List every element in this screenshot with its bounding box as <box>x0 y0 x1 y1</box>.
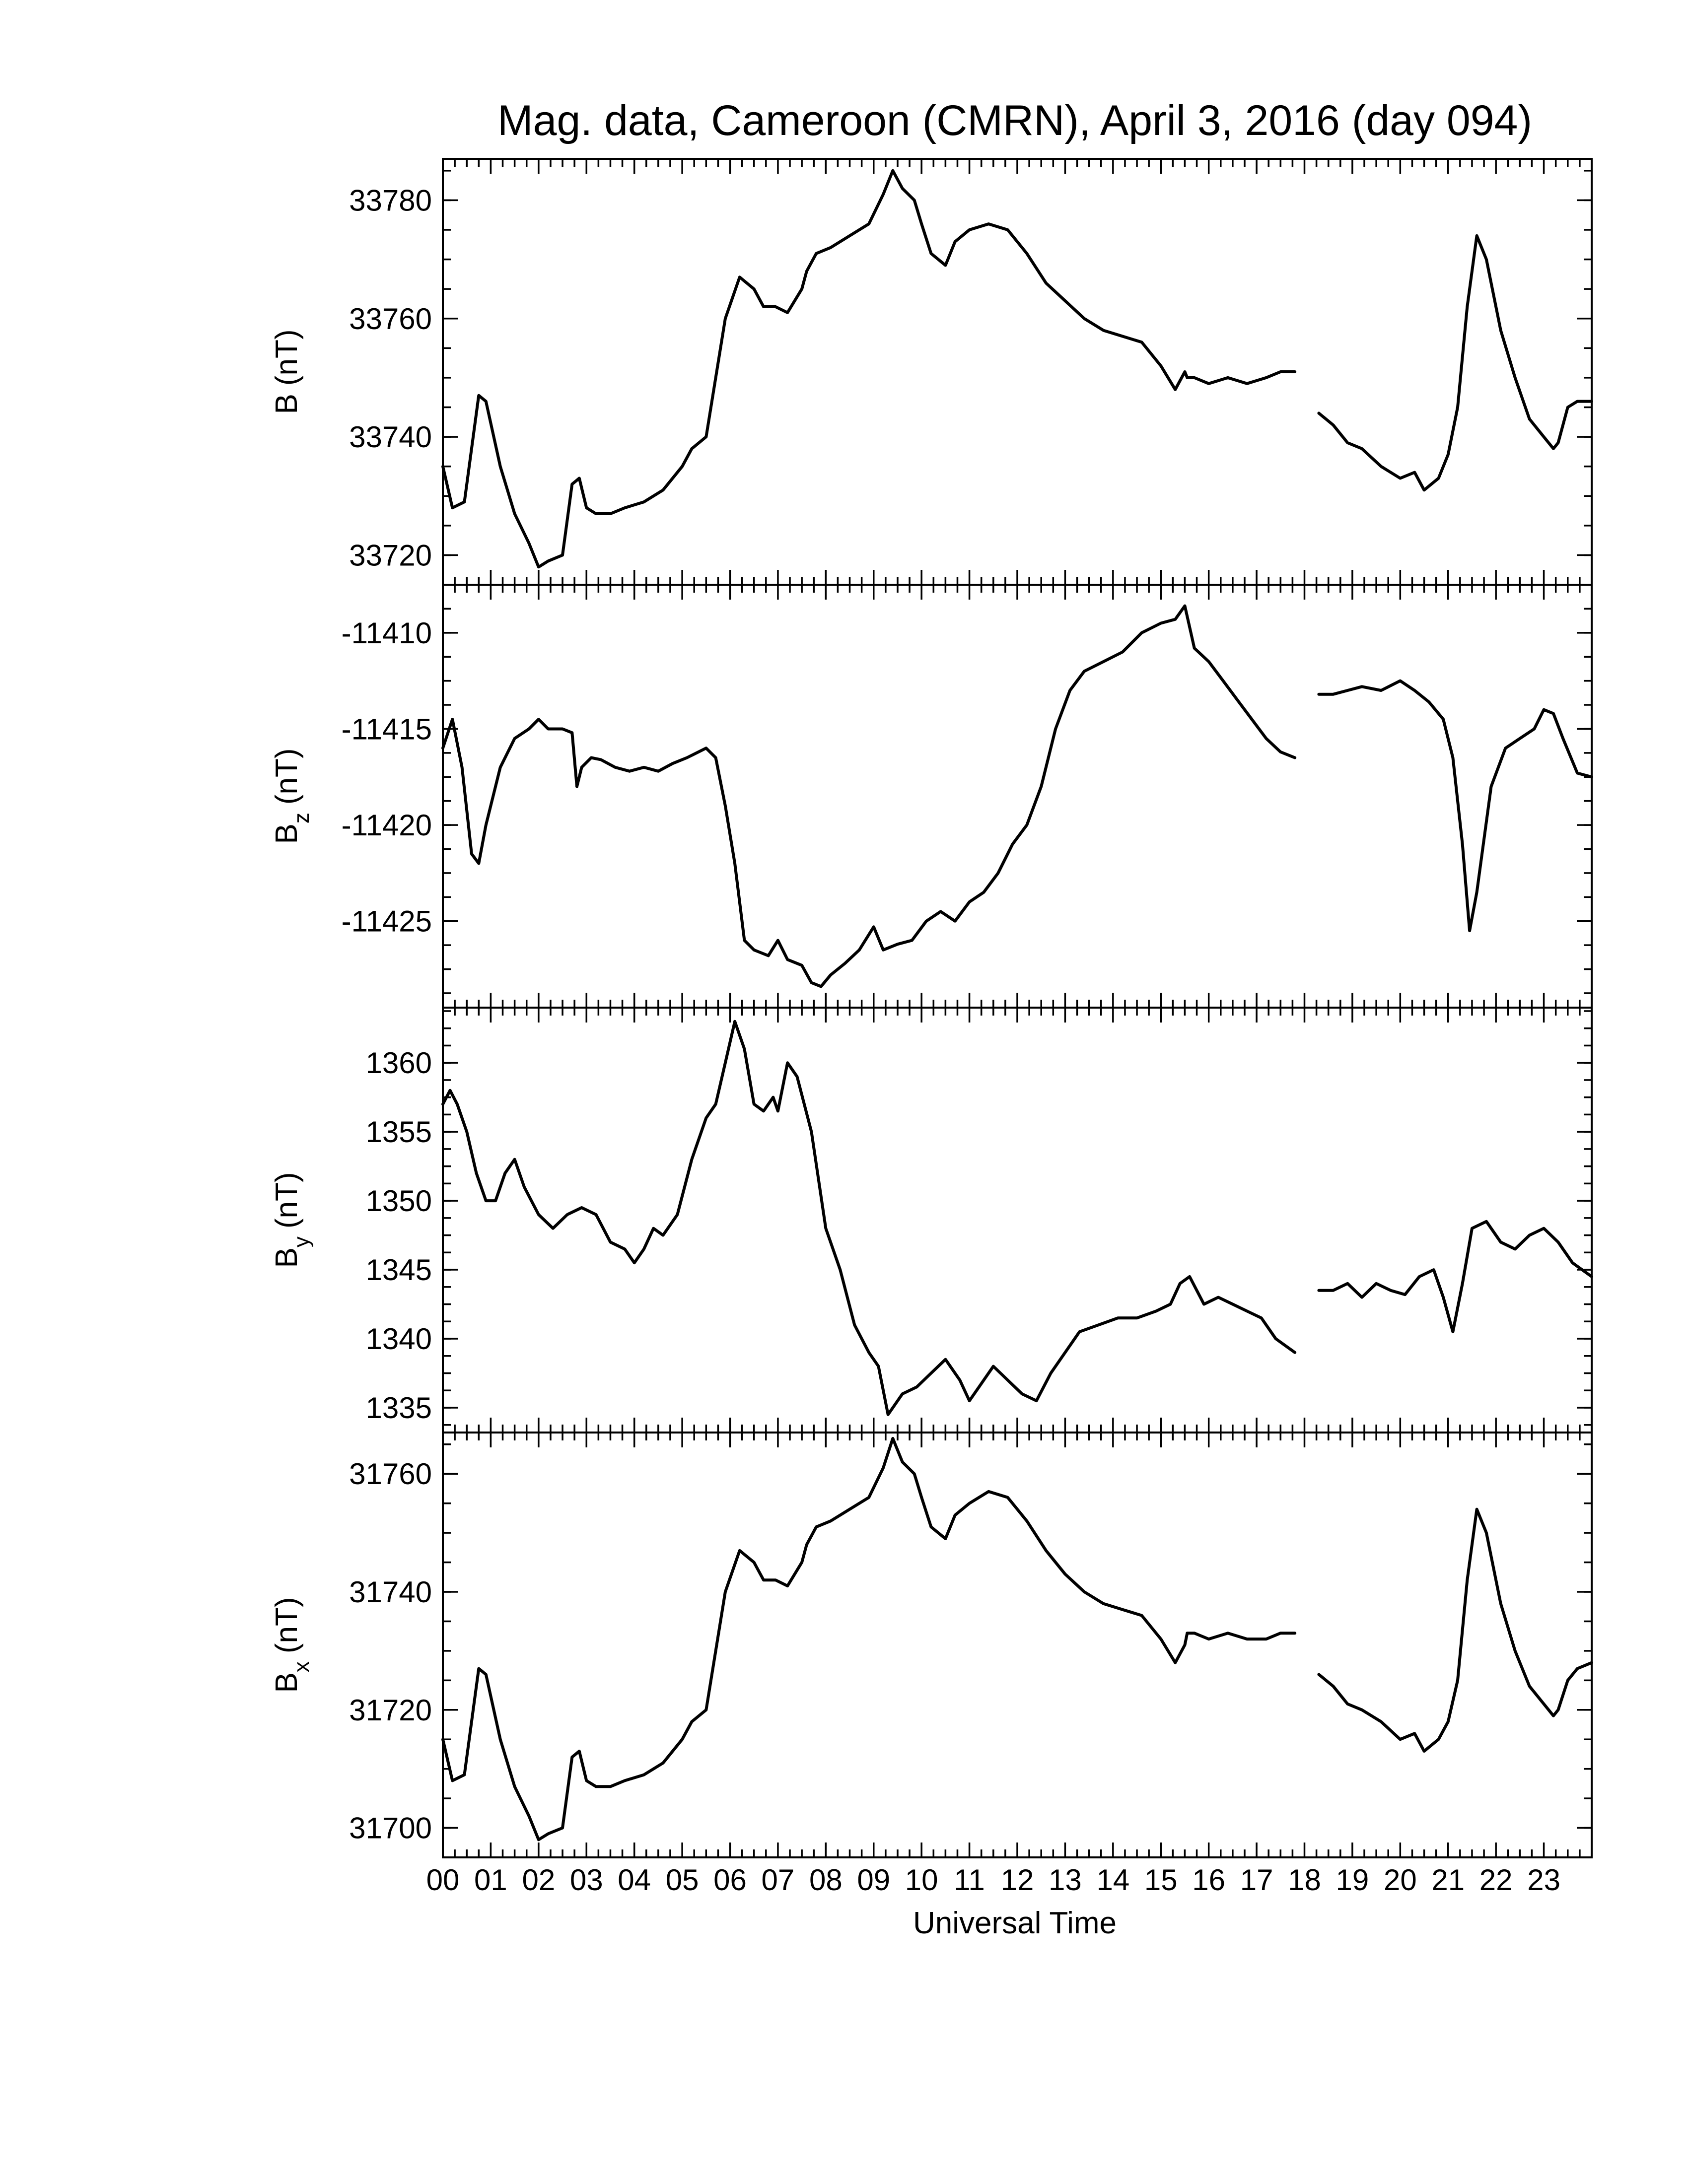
y-axis-label-symbol: B <box>270 1247 304 1268</box>
y-tick-label: 33760 <box>349 302 432 336</box>
y-tick-label: -11415 <box>342 712 432 746</box>
panel-frame <box>442 1432 1593 1858</box>
y-tick-label: 1355 <box>366 1115 432 1149</box>
x-tick-label: 13 <box>1049 1863 1082 1897</box>
x-tick-label: 11 <box>954 1863 985 1897</box>
panel-B: 33720 33740 33760 33780 B (nT) <box>270 158 1593 586</box>
y-tick-label: 1335 <box>366 1391 432 1425</box>
y-axis-label-subscript: z <box>289 813 314 823</box>
y-axis-label-symbol: B <box>270 823 304 844</box>
x-tick-label: 20 <box>1384 1863 1417 1897</box>
y-tick-label: 1360 <box>366 1046 432 1080</box>
y-tick-label: 31720 <box>349 1694 432 1727</box>
y-tick-label: 33780 <box>349 184 432 217</box>
y-axis-label-unit: (nT) <box>270 1172 304 1228</box>
x-axis-label: Universal Time <box>913 1906 1117 1940</box>
y-tick-label: 1350 <box>366 1184 432 1218</box>
y-tick-label: -11420 <box>342 809 432 842</box>
x-tick-label: 16 <box>1192 1863 1225 1897</box>
panel-frame <box>442 1007 1593 1433</box>
x-tick-label: 03 <box>570 1863 603 1897</box>
x-axis-tick-labels: 00 01 02 03 04 05 06 07 08 09 10 11 12 13 14 15 16 17 18 19… <box>426 1863 1560 1897</box>
x-tick-label: 00 <box>426 1863 460 1897</box>
x-tick-label: 19 <box>1336 1863 1369 1897</box>
chart-title: Mag. data, Cameroon (CMRN), April 3, 201… <box>497 97 1532 144</box>
series-line-B <box>441 169 1593 569</box>
y-axis-label-subscript: x <box>289 1661 314 1672</box>
y-axis-label: By (nT) <box>270 1172 314 1268</box>
panels: 33720337403376033780B(nT)-11410-11415-11… <box>270 158 1593 1858</box>
x-tick-label: 22 <box>1479 1863 1513 1897</box>
y-axis-label-subscript: y <box>289 1236 314 1247</box>
panel-frame <box>442 158 1593 586</box>
y-tick-label: -11410 <box>342 616 432 650</box>
x-tick-label: 12 <box>1001 1863 1034 1897</box>
x-tick-label: 06 <box>713 1863 747 1897</box>
y-axis-label: B (nT) <box>270 329 304 414</box>
y-tick-label: 33740 <box>349 420 432 454</box>
panel-Bz: -11410 -11415 -11420 -11425 Bz (nT) <box>270 584 1593 1009</box>
y-axis-label: Bx (nT) <box>270 1597 314 1693</box>
y-tick-label: 31740 <box>349 1575 432 1609</box>
y-axis-label-unit: (nT) <box>270 1597 304 1653</box>
x-tick-label: 14 <box>1096 1863 1129 1897</box>
panel-frame <box>442 584 1593 1009</box>
x-tick-label: 17 <box>1240 1863 1273 1897</box>
x-tick-label: 23 <box>1527 1863 1560 1897</box>
x-tick-label: 08 <box>809 1863 843 1897</box>
panel-Bx: 31700 31720 31740 31760 Bx (nT) <box>270 1432 1593 1858</box>
y-tick-label: 1340 <box>366 1322 432 1356</box>
x-tick-label: 18 <box>1288 1863 1321 1897</box>
x-tick-label: 21 <box>1431 1863 1465 1897</box>
x-tick-label: 02 <box>522 1863 555 1897</box>
x-tick-label: 05 <box>666 1863 699 1897</box>
series-line-Bz <box>441 604 1593 988</box>
y-axis-label: Bz (nT) <box>270 748 314 844</box>
series-line-By <box>441 1020 1593 1416</box>
y-axis-label-symbol: B <box>270 1672 304 1693</box>
y-tick-label: 31700 <box>349 1812 432 1845</box>
y-tick-label: 33720 <box>349 539 432 572</box>
x-tick-label: 07 <box>762 1863 795 1897</box>
y-tick-label: -11425 <box>342 905 432 938</box>
x-tick-label: 04 <box>618 1863 651 1897</box>
y-tick-label: 1345 <box>366 1253 432 1287</box>
x-tick-label: 15 <box>1144 1863 1178 1897</box>
x-tick-label: 01 <box>474 1863 507 1897</box>
x-tick-label: 10 <box>905 1863 938 1897</box>
series-line-Bx <box>441 1436 1593 1842</box>
y-axis-label-unit: (nT) <box>270 748 304 805</box>
panel-By: 1335 1340 1345 1350 1355 1360 By (nT) <box>270 1007 1593 1433</box>
y-tick-label: 31760 <box>349 1457 432 1491</box>
y-axis-label-symbol: B <box>270 394 304 414</box>
y-axis-label-unit: (nT) <box>270 329 304 386</box>
x-tick-label: 09 <box>857 1863 890 1897</box>
